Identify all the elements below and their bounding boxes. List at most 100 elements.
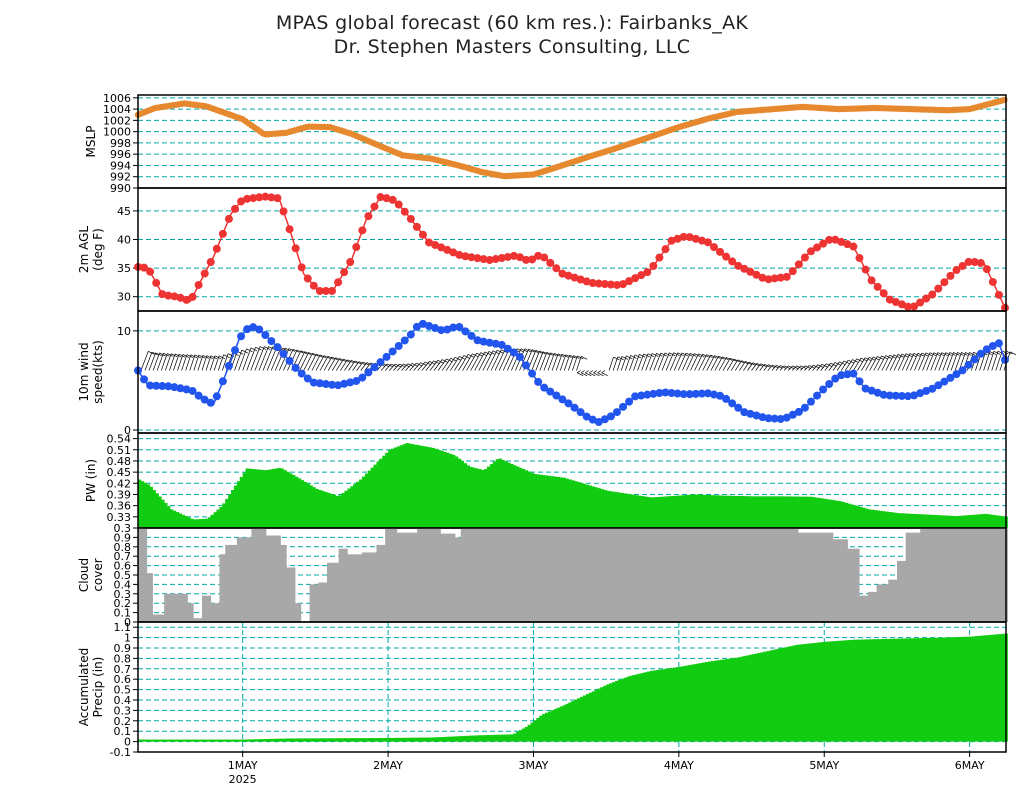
wind-barb — [714, 356, 723, 371]
temp-point — [558, 269, 567, 278]
wind-barb-feather — [581, 356, 588, 360]
temp-point — [776, 273, 785, 282]
cloud-ytick-label: 0.7 — [114, 550, 132, 563]
precip-bar — [838, 640, 843, 742]
cloud-bar — [277, 535, 281, 622]
precip-bar — [437, 737, 441, 742]
pw-bar — [175, 512, 180, 528]
wind-barb-feather — [554, 352, 561, 357]
temp-point — [988, 277, 997, 286]
cloud-bar — [725, 528, 729, 622]
pw-bar — [373, 464, 377, 528]
wind-point — [934, 381, 943, 390]
cloud-bar — [911, 532, 915, 622]
cloud-bar — [484, 528, 488, 622]
pw-bar — [998, 515, 1003, 528]
pw-bar — [533, 473, 537, 528]
pw-bar — [420, 445, 424, 528]
wind-point — [922, 386, 931, 395]
precip-bar — [675, 667, 680, 742]
wind-barb — [543, 352, 551, 371]
wind-barb — [796, 365, 802, 371]
pw-bar — [742, 496, 747, 528]
precip-bar — [582, 695, 587, 742]
cloud-bar — [611, 528, 616, 622]
precip-bar — [998, 634, 1003, 742]
precip-bar — [832, 641, 837, 742]
pw-bar — [780, 496, 784, 528]
wind-barb — [197, 355, 204, 371]
cloud-bar — [856, 548, 860, 622]
wind-barb — [254, 346, 265, 371]
wind-barb-feather — [546, 352, 553, 356]
cloud-bar — [899, 560, 904, 622]
wind-barb — [873, 355, 882, 371]
pw-bar — [766, 496, 770, 528]
pw-ytick-label: 0.33 — [107, 511, 132, 524]
precip-bar — [806, 643, 811, 742]
cloud-bar — [571, 528, 575, 622]
cloud-bar — [283, 544, 287, 622]
precip-bar — [623, 677, 627, 742]
precip-bar — [260, 739, 264, 742]
wind-point — [152, 381, 161, 390]
precip-bar — [894, 638, 898, 742]
cloud-bar — [798, 532, 802, 622]
wind-point — [946, 373, 955, 382]
cloud-bar — [591, 528, 595, 622]
temp-point — [1000, 303, 1009, 312]
wind-barb — [234, 349, 243, 371]
wind-point — [370, 363, 379, 372]
precip-bar — [271, 738, 276, 742]
wind-barb-feather — [694, 353, 701, 357]
precip-bar — [707, 661, 712, 742]
wind-barb-feather — [550, 352, 557, 357]
cloud-bar — [138, 528, 142, 622]
wind-point — [970, 355, 979, 364]
wind-barb — [474, 351, 486, 371]
cloud-bar — [771, 528, 776, 622]
precip-bar — [809, 643, 814, 742]
precip-bar — [175, 739, 180, 742]
precip-bar — [518, 730, 523, 742]
pw-bar — [748, 496, 752, 528]
temp-point — [685, 233, 694, 242]
cloud-bar — [158, 614, 162, 622]
precip-bar — [585, 694, 590, 742]
cloud-bar — [908, 532, 912, 622]
wind-barb — [246, 347, 256, 371]
cloud-bar — [702, 528, 706, 622]
wind-barb — [193, 354, 200, 371]
precip-bar — [754, 653, 758, 742]
precip-bar — [995, 634, 1000, 742]
precip-bar — [242, 739, 246, 742]
temp-series-line — [137, 195, 1007, 311]
cloud-bar — [498, 528, 502, 622]
temp-point — [952, 266, 961, 275]
cloud-bar — [518, 528, 523, 622]
wind-point — [879, 390, 888, 399]
pw-bar — [667, 496, 671, 528]
cloud-bar — [190, 603, 194, 622]
wind-point — [146, 381, 155, 390]
precip-bar — [449, 736, 453, 742]
pw-bar — [504, 461, 508, 528]
temp-point — [594, 279, 603, 288]
wind-point — [194, 391, 203, 400]
precip-bar — [379, 738, 383, 742]
wind-point — [261, 331, 270, 340]
pw-bar — [882, 511, 886, 528]
wind-barb-feather — [250, 347, 258, 352]
precip-bar — [856, 639, 860, 742]
temp-point — [418, 230, 427, 239]
wind-barb — [311, 354, 321, 371]
temp-point — [303, 274, 312, 283]
temp-point — [164, 291, 173, 300]
pw-bar — [955, 516, 959, 528]
cloud-bar — [481, 528, 485, 622]
wind-barb — [601, 370, 606, 373]
temp-point — [267, 193, 276, 202]
pw-bar — [280, 468, 284, 528]
pw-bar — [449, 453, 453, 528]
cloud-bar — [420, 528, 424, 622]
